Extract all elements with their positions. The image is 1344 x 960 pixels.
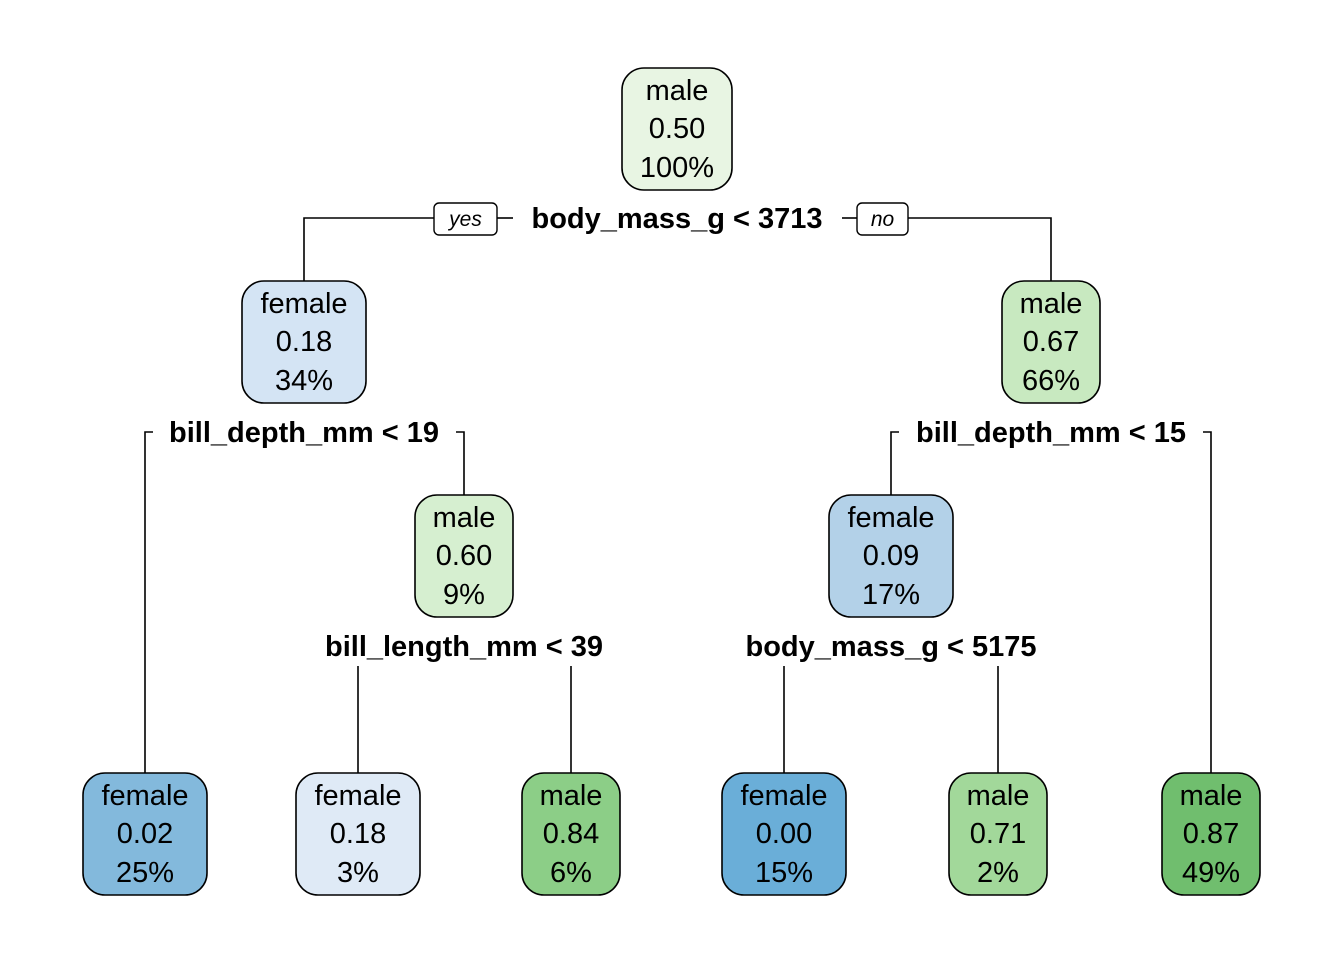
node-percentage: 17% [862, 579, 920, 611]
node-probability: 0.09 [863, 540, 919, 572]
tree-node-n10: female 0.18 3% [295, 772, 421, 896]
node-class-label: male [646, 75, 709, 107]
node-box [828, 494, 954, 618]
node-box [721, 772, 847, 896]
tree-node-n4: female 0.02 25% [82, 772, 208, 896]
node-probability: 0.18 [330, 818, 386, 850]
node-box [1001, 280, 1101, 404]
node-percentage: 25% [116, 857, 174, 889]
node-probability: 0.71 [970, 818, 1026, 850]
node-box [241, 280, 367, 404]
split-node-3: bill_depth_mm < 15 [916, 417, 1186, 449]
node-box [295, 772, 421, 896]
edge-n3-left [890, 431, 899, 495]
node-percentage: 3% [337, 857, 379, 889]
node-percentage: 66% [1022, 365, 1080, 397]
node-probability: 0.00 [756, 818, 812, 850]
tree-node-n6: female 0.09 17% [828, 494, 954, 618]
tree-edges [144, 217, 1212, 773]
node-class-label: male [1180, 780, 1243, 812]
tree-node-n1: male 0.50 100% [621, 67, 733, 191]
node-percentage: 49% [1182, 857, 1240, 889]
node-probability: 0.18 [276, 326, 332, 358]
no-label-text: no [871, 208, 895, 231]
node-class-label: male [433, 502, 496, 534]
node-percentage: 34% [275, 365, 333, 397]
split-node-2: bill_depth_mm < 19 [169, 417, 439, 449]
node-class-label: female [101, 780, 188, 812]
tree-node-n3: male 0.67 66% [1001, 280, 1101, 404]
tree-node-n5: male 0.60 9% [414, 494, 514, 618]
tree-node-n13: male 0.71 2% [948, 772, 1048, 896]
node-probability: 0.02 [117, 818, 173, 850]
node-percentage: 9% [443, 579, 485, 611]
edge-n2-left [144, 431, 153, 773]
yes-label: yes [433, 202, 498, 236]
node-class-label: male [540, 780, 603, 812]
node-box [1161, 772, 1261, 896]
node-percentage: 15% [755, 857, 813, 889]
node-percentage: 100% [640, 152, 714, 184]
yes-label-text: yes [447, 208, 482, 231]
node-probability: 0.87 [1183, 818, 1239, 850]
edge-n3-right [1203, 431, 1212, 773]
tree-node-n11: male 0.84 6% [521, 772, 621, 896]
node-probability: 0.84 [543, 818, 599, 850]
split-node-6: body_mass_g < 5175 [746, 631, 1037, 663]
node-probability: 0.60 [436, 540, 492, 572]
node-class-label: female [260, 288, 347, 320]
tree-node-n12: female 0.00 15% [721, 772, 847, 896]
node-box [414, 494, 514, 618]
tree-node-n2: female 0.18 34% [241, 280, 367, 404]
node-percentage: 6% [550, 857, 592, 889]
edge-n2-right [456, 431, 465, 495]
node-class-label: female [314, 780, 401, 812]
node-box [621, 67, 733, 191]
node-class-label: female [847, 502, 934, 534]
node-class-label: male [967, 780, 1030, 812]
no-label: no [856, 202, 909, 236]
node-box [82, 772, 208, 896]
split-root: body_mass_g < 3713 [532, 203, 823, 235]
edge-root-left-down [303, 217, 434, 281]
node-percentage: 2% [977, 857, 1019, 889]
tree-nodes: male0.50100%female0.1834%male0.6766%male… [82, 67, 1261, 896]
node-class-label: male [1020, 288, 1083, 320]
node-box [948, 772, 1048, 896]
node-box [521, 772, 621, 896]
node-probability: 0.50 [649, 113, 705, 145]
tree-node-n7: male 0.87 49% [1161, 772, 1261, 896]
edge-root-right-down [908, 217, 1052, 281]
split-node-5: bill_length_mm < 39 [325, 631, 603, 663]
node-probability: 0.67 [1023, 326, 1079, 358]
node-class-label: female [740, 780, 827, 812]
